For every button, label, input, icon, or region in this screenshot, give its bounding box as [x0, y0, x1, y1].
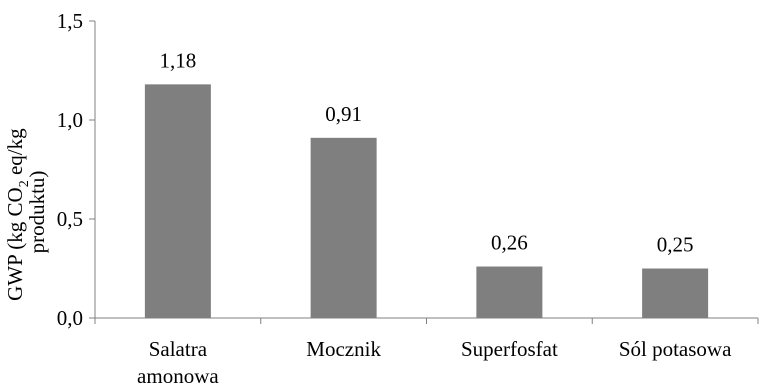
bar: [476, 266, 543, 318]
x-category-label: amonowa: [137, 364, 219, 388]
bar: [144, 84, 211, 318]
y-tick-label: 0,5: [57, 207, 83, 231]
x-axis-labels: Salatra amonowa Mocznik Superfosfat Sól pota…: [137, 337, 732, 388]
bars: 1,18 0,91 0,26 0,25: [144, 48, 709, 318]
y-axis-ticks: 0,0 0,5 1,0 1,5: [57, 9, 95, 330]
data-label: 0,91: [325, 102, 362, 126]
data-label: 0,25: [657, 233, 694, 257]
bar: [310, 137, 377, 318]
y-axis-label-line1-pre: GWP (kg CO: [3, 187, 27, 301]
y-axis-label-subscript: 2: [17, 180, 32, 187]
y-tick-label: 0,0: [57, 306, 83, 330]
x-category-label: Sól potasowa: [619, 337, 732, 361]
data-label: 0,26: [491, 231, 528, 255]
y-axis-label: GWP (kg CO2 eq/kg produktu): [3, 123, 49, 301]
x-category-label: Mocznik: [306, 337, 381, 361]
x-category-label: Superfosfat: [461, 337, 558, 361]
x-category-label: Salatra: [149, 337, 208, 361]
y-axis-label-line2: produktu): [25, 171, 49, 254]
y-tick-label: 1,5: [57, 9, 83, 33]
bar: [642, 268, 709, 318]
y-tick-label: 1,0: [57, 108, 83, 132]
y-axis-label-line1-post: eq/kg: [3, 128, 27, 180]
data-label: 1,18: [160, 48, 197, 72]
